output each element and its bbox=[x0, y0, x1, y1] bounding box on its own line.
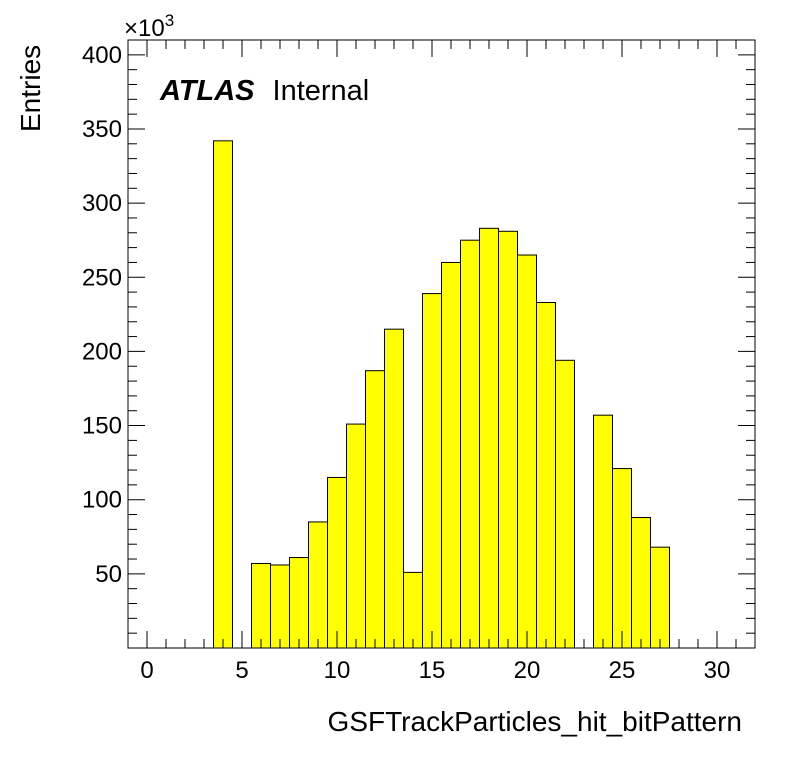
y-axis-title: Entries bbox=[15, 45, 46, 132]
y-tick-label: 100 bbox=[82, 487, 122, 514]
x-tick-label: 0 bbox=[140, 657, 153, 684]
histogram-bar bbox=[441, 261, 461, 649]
x-tick-label: 10 bbox=[324, 657, 351, 684]
histogram-bar bbox=[384, 328, 404, 649]
tick-labels-layer: 0 5 10 15 20 25 30 50 100 150 200 250 300 350 400 bbox=[82, 42, 730, 684]
histogram-bar bbox=[422, 293, 442, 649]
histogram-bar bbox=[498, 230, 518, 649]
x-tick-label: 25 bbox=[609, 657, 636, 684]
histogram-bar bbox=[270, 564, 290, 649]
histogram-bar bbox=[536, 301, 556, 649]
x-tick-label: 5 bbox=[235, 657, 248, 684]
atlas-internal: Internal bbox=[273, 75, 370, 107]
histogram-bar bbox=[631, 517, 651, 649]
histogram-bar bbox=[612, 468, 632, 649]
y-multiplier-label: ×103 bbox=[124, 11, 174, 42]
bars-layer bbox=[213, 140, 670, 649]
histogram-bar bbox=[517, 254, 537, 649]
y-tick-label: 300 bbox=[82, 190, 122, 217]
y-tick-label: 200 bbox=[82, 338, 122, 365]
histogram-bar bbox=[593, 414, 613, 649]
histogram-bar bbox=[251, 562, 271, 649]
histogram-bar bbox=[213, 140, 233, 649]
x-axis-title: GSFTrackParticles_hit_bitPattern bbox=[328, 706, 742, 737]
y-tick-label: 50 bbox=[95, 561, 122, 588]
y-tick-label: 250 bbox=[82, 264, 122, 291]
histogram-bar bbox=[650, 546, 670, 649]
histogram-bar bbox=[327, 476, 347, 649]
x-tick-label: 20 bbox=[514, 657, 541, 684]
atlas-bold: ATLAS bbox=[159, 75, 255, 107]
histogram-bar bbox=[289, 557, 309, 649]
histogram-bar bbox=[308, 521, 328, 649]
histogram-bar bbox=[460, 239, 480, 649]
histogram-bar bbox=[479, 227, 499, 649]
y-tick-label: 400 bbox=[82, 42, 122, 69]
histogram-bar bbox=[403, 571, 423, 649]
histogram-bar bbox=[365, 370, 385, 649]
plot-frame bbox=[127, 39, 756, 649]
histogram-bar bbox=[346, 423, 366, 649]
y-multiplier-exponent: 3 bbox=[165, 11, 174, 30]
x-tick-label: 15 bbox=[419, 657, 446, 684]
y-tick-label: 150 bbox=[82, 413, 122, 440]
atlas-label: ATLAS Internal bbox=[159, 75, 369, 107]
ticks-layer bbox=[128, 39, 755, 648]
y-tick-label: 350 bbox=[82, 116, 122, 143]
histogram-bar bbox=[555, 359, 575, 649]
x-tick-label: 30 bbox=[704, 657, 731, 684]
y-multiplier-base: ×10 bbox=[124, 15, 165, 42]
